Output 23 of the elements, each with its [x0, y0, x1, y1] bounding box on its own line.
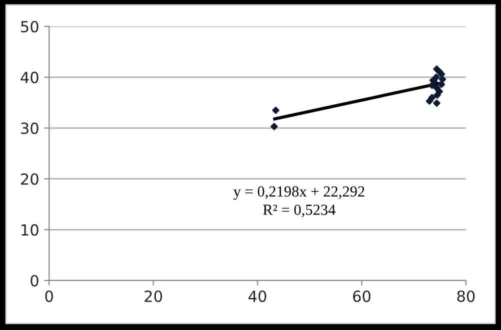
- point: [432, 74, 440, 81]
- y-tick-label: 0: [30, 274, 38, 287]
- point: [434, 91, 441, 99]
- x-tick-label: 60: [353, 290, 370, 302]
- point: [270, 122, 278, 130]
- x-tick-label: 40: [248, 290, 266, 302]
- y-tick-label: 50: [21, 20, 38, 32]
- x-tick-label: 0: [45, 290, 53, 302]
- y-tick-label: 20: [21, 173, 38, 185]
- x-tick-label: 20: [144, 290, 162, 302]
- point: [438, 70, 446, 78]
- point: [428, 82, 436, 89]
- y-tick-label: 10: [22, 224, 38, 236]
- point: [272, 106, 280, 114]
- point: [433, 99, 440, 107]
- annotation: y = 0,2198x + 22,292: [233, 186, 364, 200]
- point: [438, 80, 446, 88]
- annotation: R² = 0,5234: [263, 204, 336, 218]
- y-tick-label: 30: [21, 122, 38, 134]
- x-tick-label: 80: [457, 290, 475, 302]
- point: [426, 97, 434, 105]
- y-tick-label: 40: [20, 72, 38, 84]
- point: [438, 76, 446, 83]
